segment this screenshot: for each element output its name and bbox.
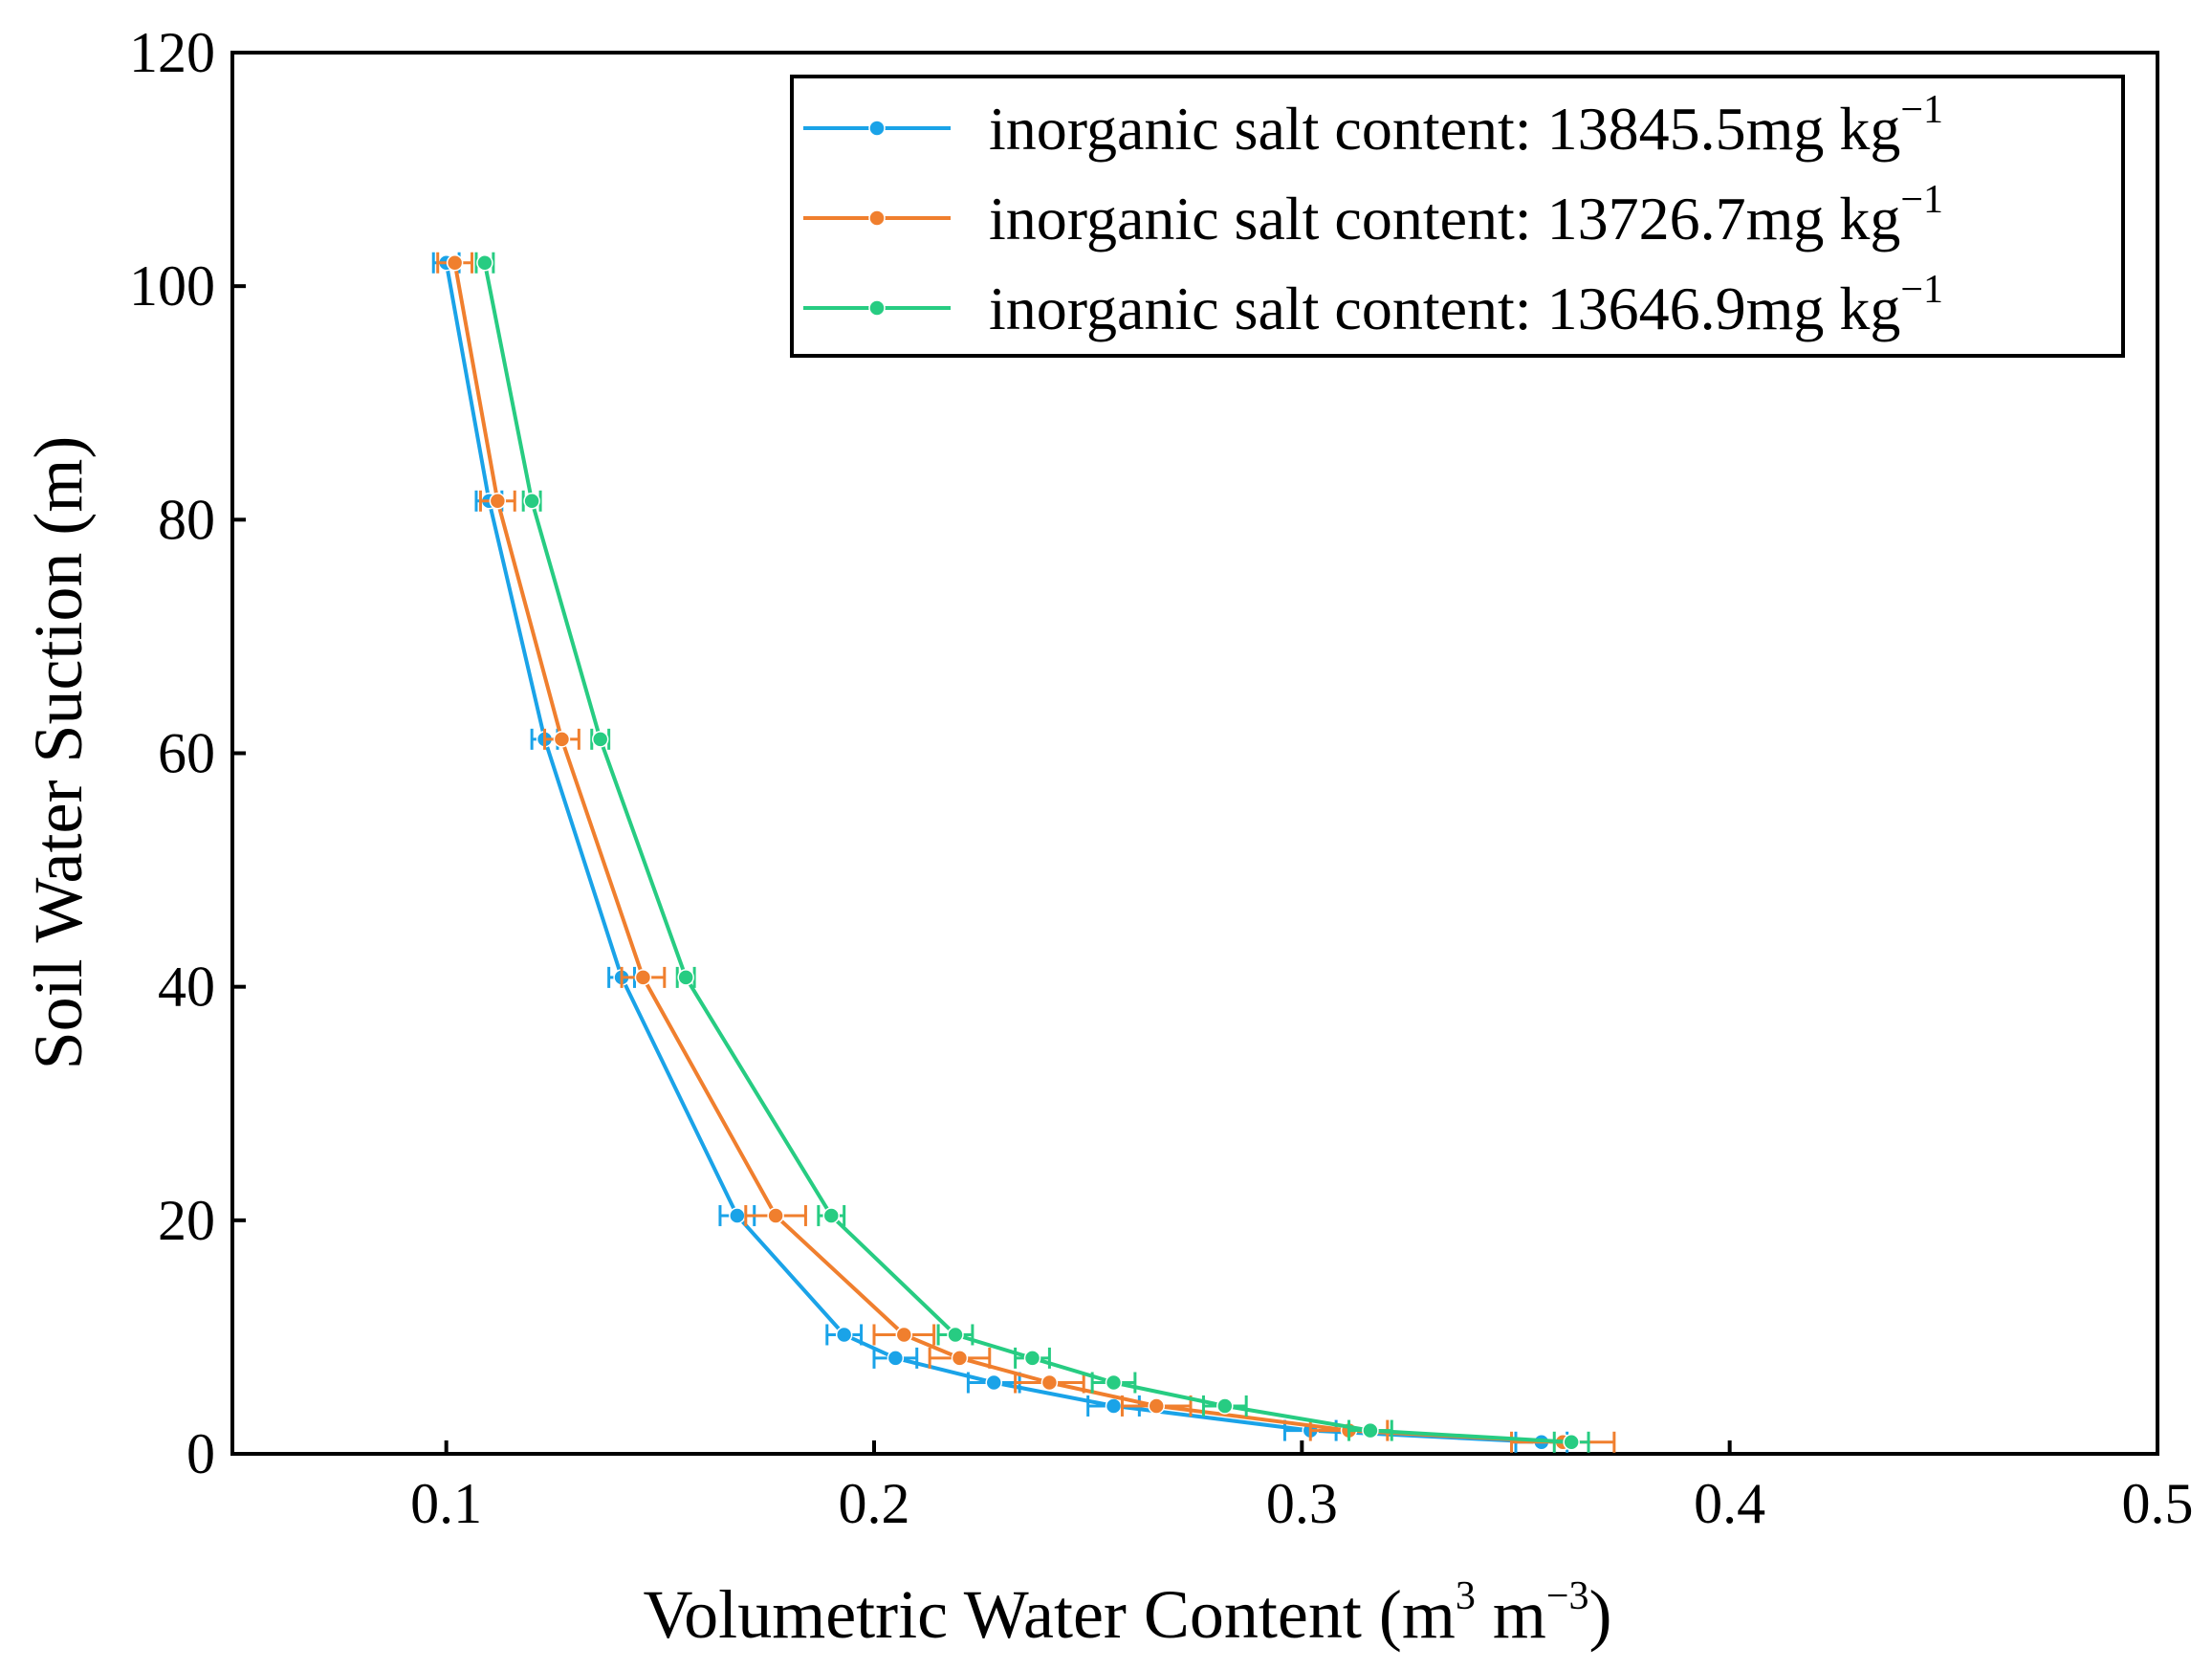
y-axis: 0 20 40 60 80 100 120	[129, 21, 246, 1485]
legend-label: inorganic salt content: 13845.5mg kg−1	[989, 88, 1943, 163]
data-point	[835, 1326, 853, 1344]
data-point	[489, 493, 507, 510]
legend-label-name: inorganic salt content: 13845.5	[989, 95, 1746, 163]
data-point	[446, 254, 464, 272]
data-point	[634, 969, 652, 986]
legend-label-name: inorganic salt content: 13726.7	[989, 185, 1746, 253]
data-point	[951, 1350, 969, 1367]
legend-swatch-marker	[868, 299, 886, 317]
y-tick-label: 100	[129, 254, 215, 318]
y-tick-label: 60	[158, 722, 215, 785]
legend-label: inorganic salt content: 13726.7mg kg−1	[989, 178, 1943, 253]
x-axis-title-prefix: Volumetric Water Content (m	[643, 1576, 1455, 1653]
x-tick-label: 0.5	[2122, 1472, 2194, 1535]
legend-label-unit: mg kg	[1746, 95, 1901, 163]
series-line	[452, 262, 1564, 1444]
data-point	[591, 731, 609, 748]
x-tick-label: 0.2	[839, 1472, 910, 1535]
legend-swatch-marker	[868, 209, 886, 227]
legend: inorganic salt content: 13845.5mg kg−1in…	[790, 75, 2125, 358]
series-2	[436, 252, 1616, 1453]
legend-item-2: inorganic salt content: 13726.7mg kg−1	[803, 178, 1943, 253]
data-point	[1148, 1397, 1165, 1415]
y-tick-label: 80	[158, 488, 215, 551]
data-point	[1023, 1350, 1041, 1367]
legend-swatch-marker	[868, 120, 886, 137]
legend-label-name: inorganic salt content: 13646.9	[989, 275, 1746, 342]
legend-label-sup: −1	[1900, 268, 1943, 312]
x-axis-title: Volumetric Water Content (m3 m−3)	[643, 1574, 1611, 1653]
data-point	[553, 731, 571, 748]
series-layer	[431, 252, 1616, 1453]
legend-label-sup: −1	[1900, 88, 1943, 132]
data-point	[947, 1326, 964, 1344]
data-point	[887, 1350, 905, 1367]
x-axis-title-mid: m	[1476, 1576, 1546, 1653]
legend-item-3: inorganic salt content: 13646.9mg kg−1	[803, 268, 1943, 342]
x-axis: 0.1 0.2 0.3 0.4 0.5	[410, 1440, 2194, 1535]
x-tick-label: 0.3	[1266, 1472, 1338, 1535]
data-point	[729, 1207, 746, 1224]
y-tick-label: 40	[158, 956, 215, 1019]
legend-label: inorganic salt content: 13646.9mg kg−1	[989, 268, 1943, 342]
data-point	[822, 1207, 841, 1224]
data-point	[767, 1207, 784, 1224]
y-tick-label: 0	[186, 1422, 215, 1485]
data-point	[1105, 1397, 1123, 1415]
series-3	[474, 252, 1590, 1453]
data-point	[1105, 1373, 1123, 1392]
data-point	[1362, 1421, 1379, 1439]
legend-box	[790, 75, 2125, 358]
x-tick-label: 0.1	[410, 1472, 482, 1535]
legend-items: inorganic salt content: 13845.5mg kg−1in…	[803, 88, 1943, 342]
data-point	[985, 1373, 1003, 1392]
x-axis-title-suffix: )	[1589, 1576, 1612, 1653]
x-axis-title-sup1: 3	[1456, 1574, 1476, 1618]
y-tick-label: 20	[158, 1189, 215, 1252]
data-point	[523, 493, 540, 510]
data-point	[1563, 1434, 1580, 1451]
legend-label-unit: mg kg	[1746, 275, 1901, 342]
legend-label-unit: mg kg	[1746, 185, 1901, 253]
data-point	[1040, 1373, 1059, 1392]
data-point	[895, 1326, 913, 1344]
data-point	[677, 969, 694, 986]
legend-label-sup: −1	[1900, 178, 1943, 222]
y-tick-label: 120	[129, 21, 215, 84]
x-tick-label: 0.4	[1694, 1472, 1765, 1535]
series-1	[431, 252, 1569, 1453]
legend-item-1: inorganic salt content: 13845.5mg kg−1	[803, 88, 1943, 163]
data-point	[476, 254, 493, 272]
series-line	[482, 262, 1572, 1444]
y-axis-title: Soil Water Suction (m)	[20, 436, 97, 1070]
x-axis-title-sup2: −3	[1546, 1574, 1589, 1618]
data-point	[1216, 1397, 1234, 1415]
series-line	[444, 262, 1542, 1444]
